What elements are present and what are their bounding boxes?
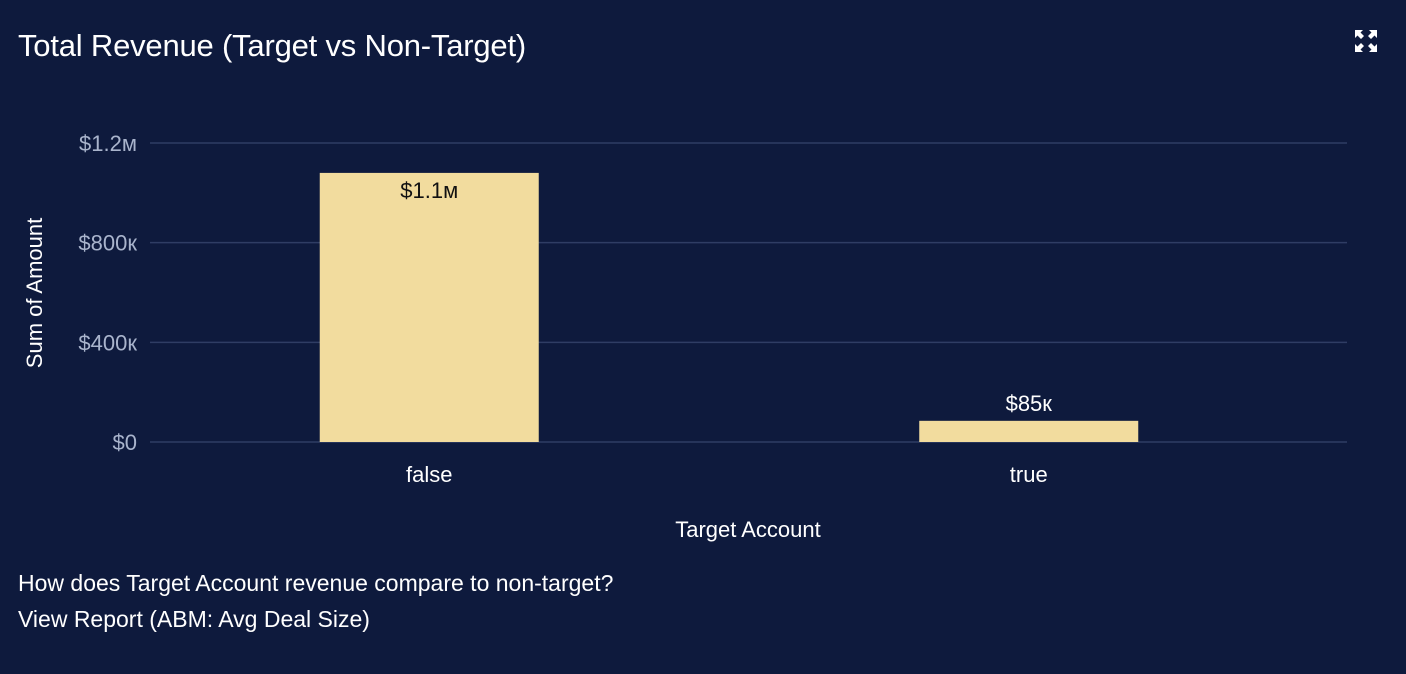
x-axis-title: Target Account	[675, 517, 821, 542]
expand-icon[interactable]	[1352, 27, 1380, 55]
bar-chart: $0 $400к $800к $1.2м $1.1м false $85к true Targe…	[22, 131, 1347, 542]
view-report-link[interactable]: View Report (ABM: Avg Deal Size)	[18, 606, 370, 632]
y-tick-label: $1.2м	[79, 131, 137, 156]
bar[interactable]	[319, 172, 539, 442]
y-axis-title: Sum of Amount	[22, 218, 47, 368]
chart-question: How does Target Account revenue compare …	[18, 570, 614, 596]
data-label: $1.1м	[400, 178, 458, 203]
y-tick-label: $400к	[78, 330, 137, 355]
chart-title: Total Revenue (Target vs Non-Target)	[18, 28, 526, 63]
bar[interactable]	[919, 420, 1139, 442]
x-tick-label: false	[406, 462, 452, 487]
x-tick-label: true	[1010, 462, 1048, 487]
y-tick-label: $800к	[78, 231, 137, 256]
y-tick-label: $0	[113, 430, 137, 455]
data-label: $85к	[1006, 391, 1053, 416]
